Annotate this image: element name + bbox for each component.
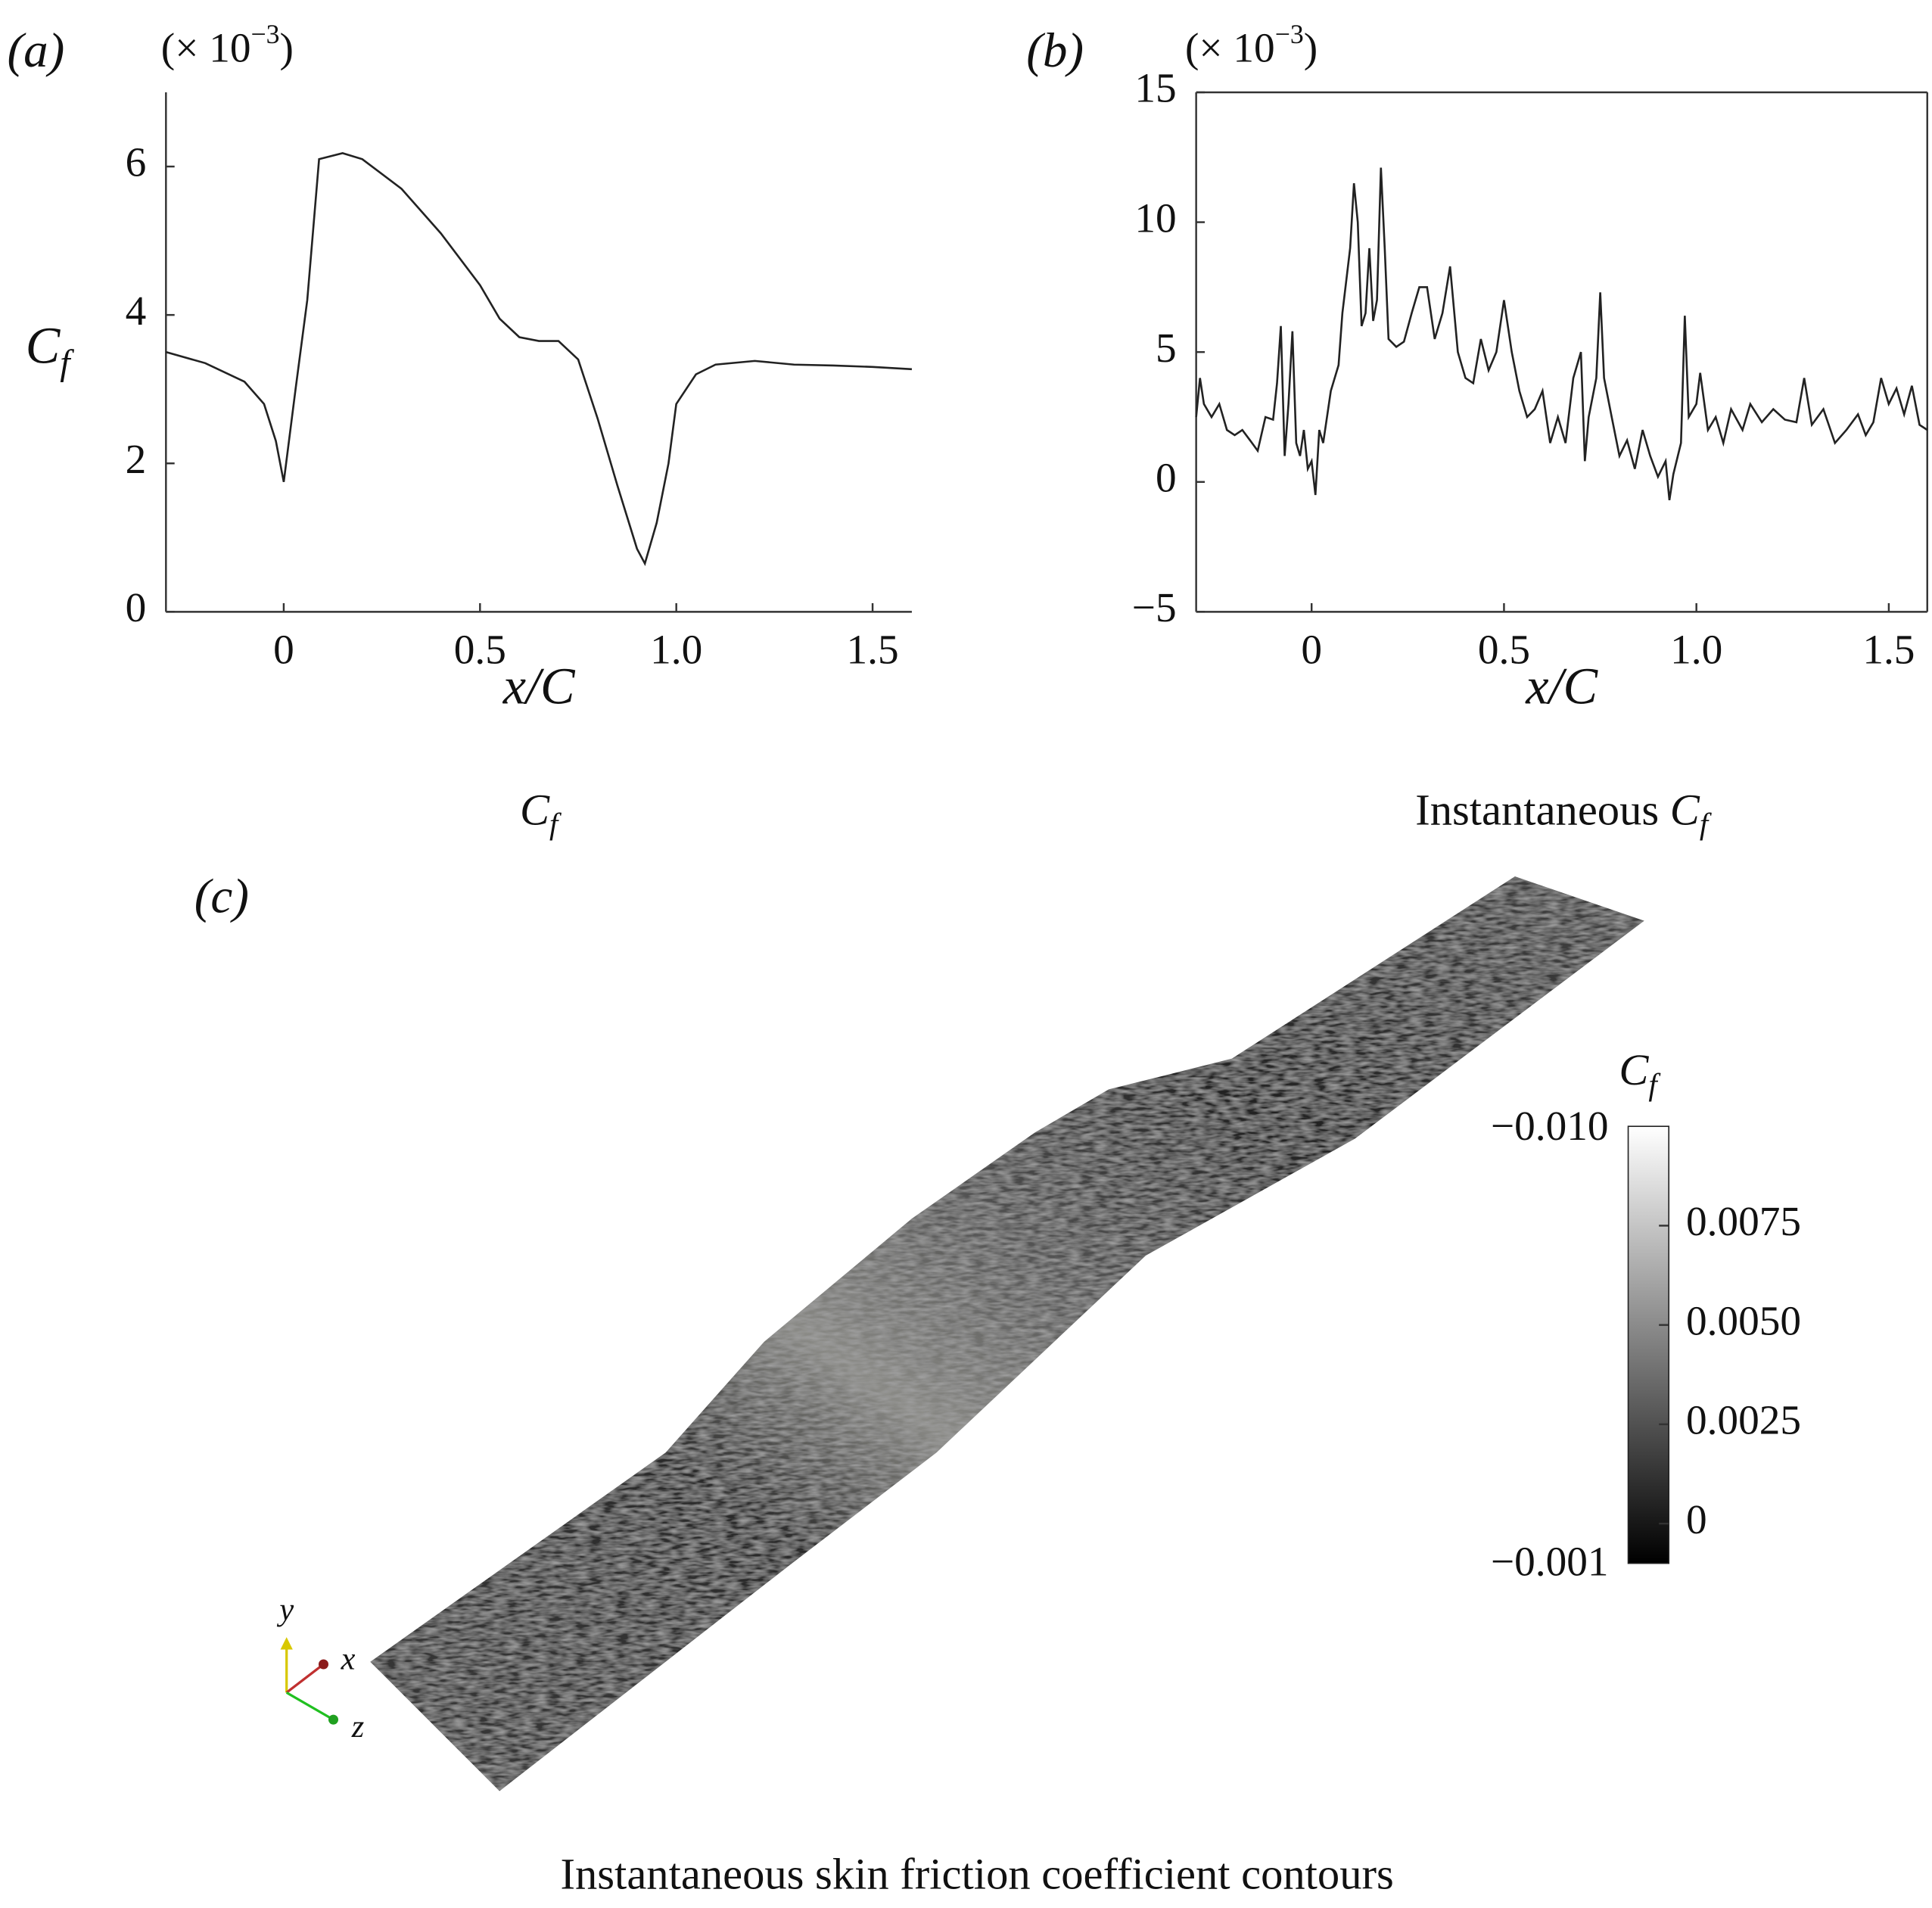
- scale-base: (× 10: [161, 24, 251, 70]
- y-tick-label: −5: [1132, 584, 1177, 630]
- colorbar-tick-label: 0.0025: [1686, 1397, 1801, 1443]
- y-tick-label: 10: [1134, 195, 1176, 241]
- data-line: [165, 151, 913, 567]
- y-tick-label: 15: [1134, 65, 1176, 111]
- x-tick-label: 0: [273, 626, 294, 672]
- y-tick-label: 0: [126, 584, 147, 630]
- y-tick-label: 5: [1156, 325, 1177, 371]
- x-axis-label: x/C: [1525, 658, 1598, 715]
- triad-label: y: [276, 1592, 294, 1627]
- colorbar-tick-label: 0: [1686, 1496, 1707, 1542]
- colorbar-label: Cf: [1619, 1045, 1661, 1102]
- scale-label: (× 10−3): [1185, 19, 1318, 70]
- caption-subscript: f: [549, 807, 562, 841]
- y-axis-label: Cf: [26, 316, 75, 383]
- panel-label: (b): [1026, 23, 1084, 78]
- y-tick-label: 6: [126, 139, 147, 185]
- x-axis-label: x/C: [502, 658, 576, 715]
- panel-label: (a): [7, 23, 64, 78]
- y-axis-label-subscript: f: [60, 343, 74, 383]
- colorbar: [1627, 1125, 1670, 1564]
- scale-label: (× 10−3): [161, 19, 294, 70]
- y-tick-label: 0: [1156, 454, 1177, 500]
- caption-symbol: C: [1670, 786, 1700, 835]
- surface: [370, 876, 1644, 1791]
- x-tick-label: 1.5: [847, 626, 899, 672]
- caption-space: [1659, 786, 1670, 835]
- y-tick-label: 4: [126, 288, 147, 334]
- scale-close: ): [280, 24, 294, 70]
- caption: Instantaneous skin friction coefficient …: [561, 1849, 1394, 1898]
- scale-exponent: −3: [250, 19, 279, 49]
- x-tick-label: 0.5: [1478, 626, 1530, 672]
- x-tick-label: 0.5: [454, 626, 506, 672]
- triad-x-tip: [318, 1659, 328, 1670]
- triad-y-tip: [280, 1637, 293, 1650]
- colorbar-label-subscript: f: [1648, 1067, 1661, 1102]
- caption: Instantaneous Cf: [1415, 786, 1712, 841]
- colorbar-tick-label: 0.0075: [1686, 1198, 1801, 1244]
- colorbar-max-label: −0.010: [1491, 1103, 1609, 1149]
- triad-label: z: [351, 1709, 364, 1745]
- triad-z-tip: [328, 1714, 339, 1725]
- colorbar-tick-label: 0.0050: [1686, 1297, 1801, 1343]
- colorbar-label-symbol: C: [1619, 1045, 1649, 1094]
- colorbar-min-label: −0.001: [1491, 1539, 1609, 1585]
- triad-x-axis: [285, 1663, 325, 1694]
- y-axis-label-symbol: C: [26, 316, 61, 374]
- scale-exponent: −3: [1275, 19, 1304, 49]
- caption-text: Instantaneous: [1415, 786, 1659, 835]
- panel-label: (c): [194, 869, 249, 923]
- x-tick-label: 1.5: [1862, 626, 1915, 672]
- x-tick-label: 0: [1301, 626, 1322, 672]
- caption: Cf: [520, 786, 562, 841]
- y-tick-label: 2: [126, 436, 147, 482]
- caption-symbol: C: [520, 786, 550, 835]
- x-tick-label: 1.0: [1670, 626, 1722, 672]
- triad-label: x: [341, 1641, 356, 1676]
- scale-base: (× 10: [1185, 24, 1275, 70]
- scale-close: ): [1304, 24, 1318, 70]
- surface-group: [370, 876, 1644, 1791]
- x-tick-label: 1.0: [650, 626, 702, 672]
- triad-z-axis: [285, 1691, 334, 1721]
- caption-subscript: f: [1700, 807, 1712, 841]
- data-line: [1195, 167, 1928, 501]
